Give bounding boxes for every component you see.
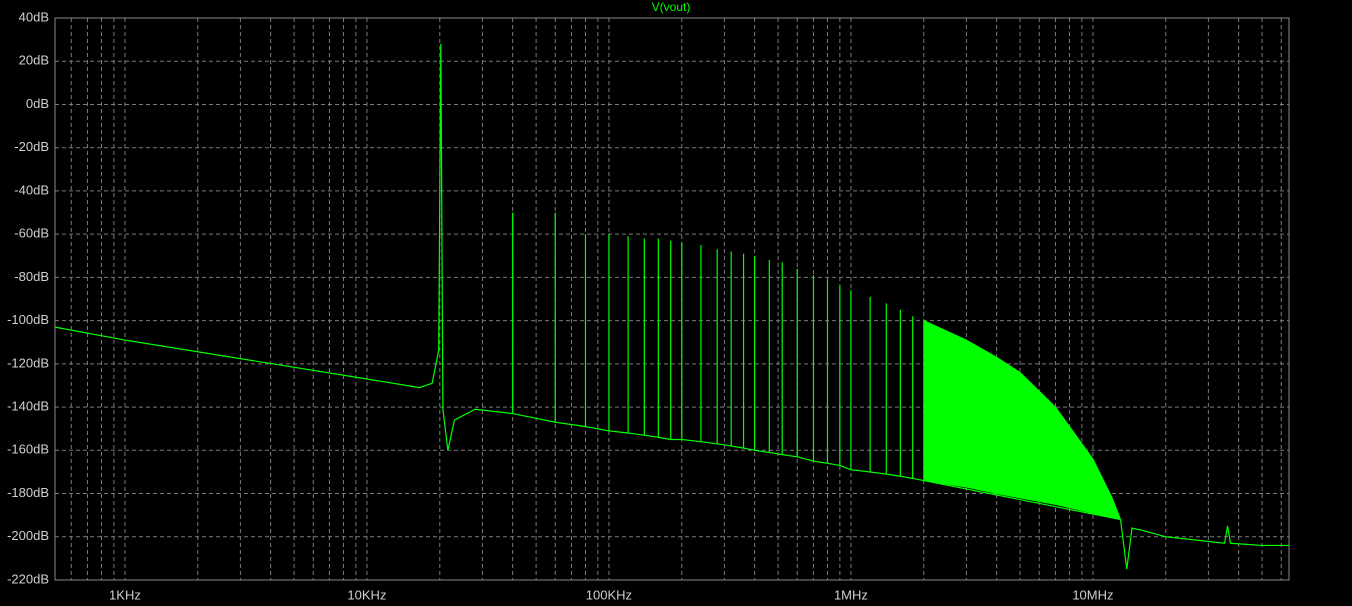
x-tick-label: 1KHz — [109, 587, 141, 602]
chart-title: V(vout) — [652, 0, 691, 14]
plot-frame — [54, 17, 1290, 581]
x-tick-label: 10MHz — [1072, 587, 1113, 602]
y-tick-label: -160dB — [7, 442, 49, 457]
y-tick-label: -20dB — [14, 139, 49, 154]
y-tick-label: -140dB — [7, 399, 49, 414]
x-tick-label: 10KHz — [347, 587, 386, 602]
x-tick-label: 100KHz — [586, 587, 632, 602]
y-tick-label: -60dB — [14, 226, 49, 241]
y-tick-label: 20dB — [19, 53, 49, 68]
y-tick-label: -200dB — [7, 528, 49, 543]
y-tick-label: -100dB — [7, 312, 49, 327]
y-tick-label: -220dB — [7, 571, 49, 586]
y-tick-label: -80dB — [14, 269, 49, 284]
y-tick-label: -40dB — [14, 182, 49, 197]
y-tick-label: 0dB — [26, 96, 49, 111]
y-tick-label: -120dB — [7, 355, 49, 370]
y-tick-label: -180dB — [7, 485, 49, 500]
x-tick-label: 1MHz — [834, 587, 868, 602]
y-tick-label: 40dB — [19, 9, 49, 24]
trace-line — [54, 43, 1289, 570]
